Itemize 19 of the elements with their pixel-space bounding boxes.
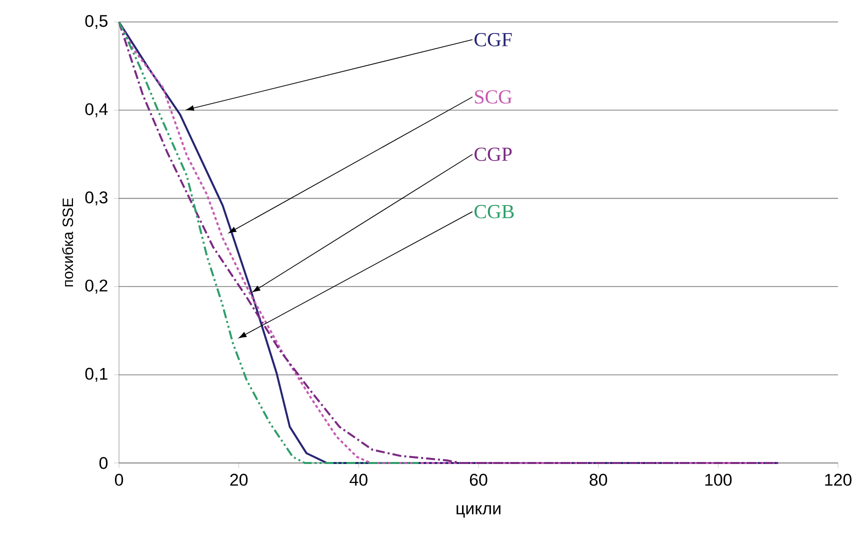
x-tick-label: 40 xyxy=(350,474,368,486)
x-tick-label: 20 xyxy=(230,474,248,486)
y-tick-label: 0,4 xyxy=(85,103,108,118)
text: CGF xyxy=(474,32,512,46)
x-tick-label: 60 xyxy=(470,474,488,486)
text: SCG xyxy=(475,90,512,104)
x-tick-label: 80 xyxy=(590,474,608,486)
y-tick-label: 0,3 xyxy=(85,191,108,206)
y-tick-label: 0,1 xyxy=(85,368,108,382)
text: CGP xyxy=(474,148,512,161)
y-axis-title: похибка SSE xyxy=(62,198,74,286)
x-axis-title: цикли xyxy=(456,505,500,518)
y-tick-label: 0,2 xyxy=(85,280,108,294)
x-tick-label: 120 xyxy=(825,474,852,486)
x-tick-label: 100 xyxy=(705,474,732,486)
text: CGB xyxy=(474,204,514,218)
y-tick-label: 0,5 xyxy=(85,14,108,29)
x-tick-label: 0 xyxy=(114,474,124,486)
y-tick-label: 0 xyxy=(99,456,108,469)
